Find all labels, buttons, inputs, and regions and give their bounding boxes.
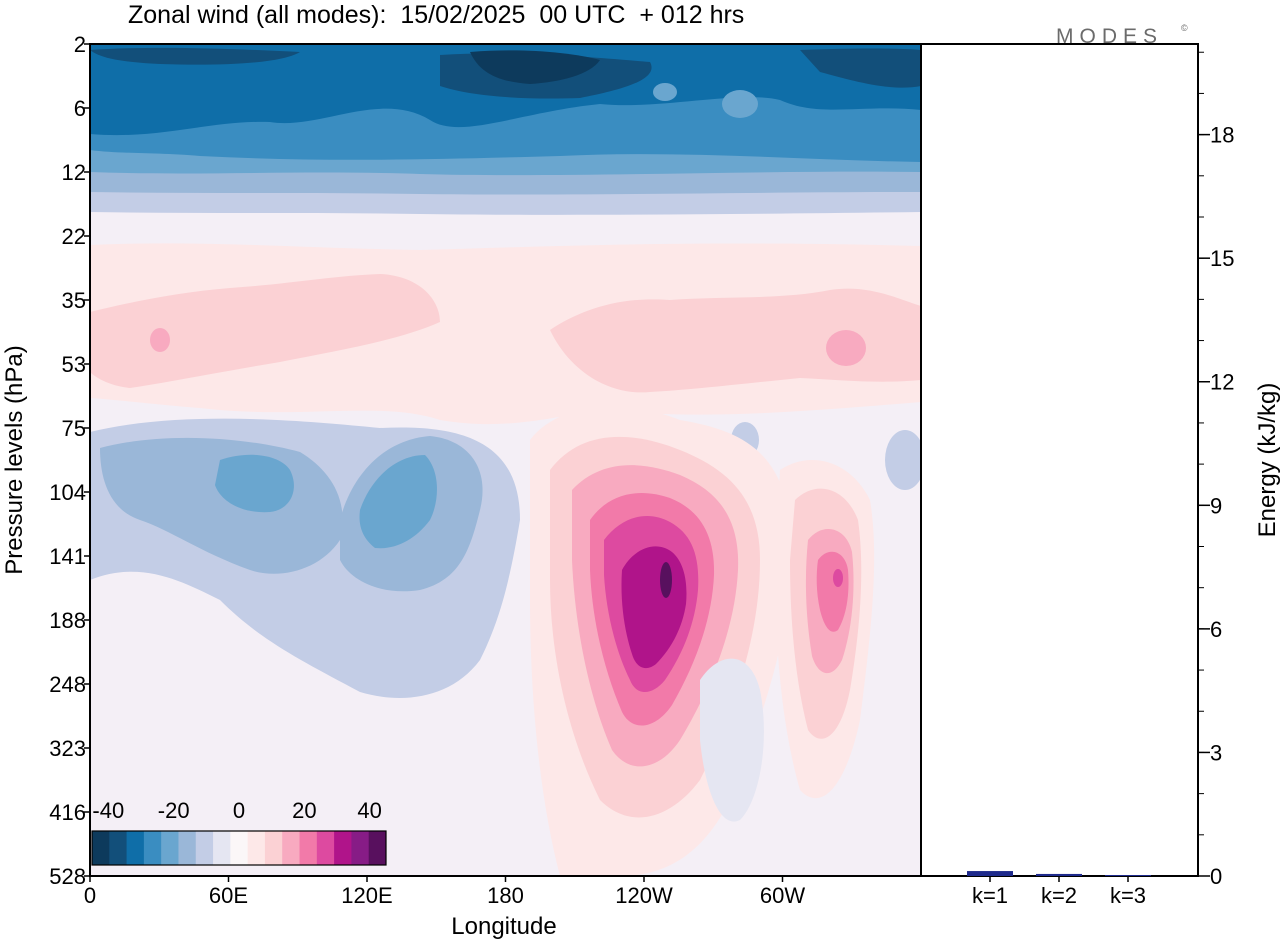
- easterly-patch-1: [722, 90, 758, 118]
- colorbar-swatch: [230, 831, 249, 865]
- colorbar: -40 -20 0 20 40: [91, 798, 387, 866]
- y-axis-label: Pressure levels (hPa): [1, 345, 28, 574]
- energy-bar: [1036, 873, 1082, 876]
- colorbar-swatch: [351, 831, 370, 865]
- jet-contour-7: [660, 562, 672, 598]
- east-contour-5: [833, 569, 843, 587]
- x-axis-label: Longitude: [451, 913, 556, 940]
- energy-tick-label: 18: [1210, 123, 1234, 148]
- colorbar-tick-label: 40: [357, 798, 381, 823]
- pressure-tick-label: 2: [74, 32, 86, 57]
- energy-bars: [967, 871, 1151, 876]
- energy-tick-label: 15: [1210, 246, 1234, 271]
- trop-easterly-2-core: [359, 455, 437, 549]
- westerly-patch-1: [826, 330, 866, 366]
- longitude-tick-label: 0: [84, 883, 96, 908]
- colorbar-swatch: [264, 831, 283, 865]
- energy-bar: [1105, 875, 1151, 876]
- energy-panel-frame: [920, 43, 1199, 877]
- colorbar-swatches: [92, 831, 387, 865]
- energy-bar: [967, 871, 1013, 876]
- colorbar-swatch: [213, 831, 231, 865]
- energy-category-label: k=2: [1041, 883, 1077, 908]
- pressure-tick-label: 188: [49, 608, 86, 633]
- colorbar-swatch: [92, 831, 110, 865]
- pressure-tick-label: 75: [62, 416, 86, 441]
- energy-tick-label: 9: [1210, 493, 1222, 518]
- longitude-tick-label: 180: [487, 883, 524, 908]
- modes-logo: MODES: [1056, 25, 1163, 48]
- pressure-tick-label: 6: [74, 96, 86, 121]
- chart-title: Zonal wind (all modes): 15/02/2025 00 UT…: [128, 1, 744, 29]
- longitude-tick-label: 120E: [341, 883, 392, 908]
- colorbar-tick-label: -20: [158, 798, 190, 823]
- pressure-tick-label: 141: [49, 544, 86, 569]
- westerly-patch-2: [150, 328, 170, 352]
- colorbar-swatch: [299, 831, 318, 865]
- colorbar-tick-label: 0: [233, 798, 245, 823]
- easterly-core-4: [800, 48, 921, 88]
- energy-axis-label: Energy (kJ/kg): [1254, 383, 1280, 538]
- longitude-tick-label: 120W: [615, 883, 673, 908]
- energy-tick-label: 6: [1210, 617, 1222, 642]
- energy-tick-label: 3: [1210, 740, 1222, 765]
- pressure-tick-label: 248: [49, 672, 86, 697]
- colorbar-frame: [91, 830, 387, 866]
- energy-category-label: k=3: [1110, 883, 1146, 908]
- pressure-tick-label: 416: [49, 800, 86, 825]
- longitude-tick-label: 60E: [209, 883, 248, 908]
- zonal-wind-heatmap: [90, 44, 921, 876]
- colorbar-swatch: [316, 831, 335, 865]
- colorbar-swatch: [195, 831, 214, 865]
- pressure-tick-label: 22: [62, 224, 86, 249]
- energy-category-label: k=1: [972, 883, 1008, 908]
- easterly-core-2: [470, 50, 600, 84]
- colorbar-swatch: [334, 831, 352, 865]
- energy-tick-label: 12: [1210, 370, 1234, 395]
- colorbar-tick-label: 20: [292, 798, 316, 823]
- easterly-patch-2: [653, 83, 677, 101]
- pressure-tick-label: 12: [62, 160, 86, 185]
- pressure-tick-label: 35: [62, 288, 86, 313]
- colorbar-swatch: [178, 831, 197, 865]
- easterly-core-3: [90, 47, 300, 65]
- trop-easterly-1-core: [215, 454, 294, 513]
- energy-categories: k=1 k=2 k=3: [972, 876, 1146, 908]
- colorbar-tick-label: -40: [92, 798, 124, 823]
- trop-easterly-east: [885, 430, 921, 490]
- lower-easterly-tongue: [700, 658, 764, 822]
- pressure-tick-label: 104: [49, 480, 86, 505]
- field-layers: [90, 44, 921, 876]
- pressure-tick-label: 53: [62, 352, 86, 377]
- colorbar-labels: -40 -20 0 20 40: [92, 798, 381, 823]
- westerly-band-east: [550, 288, 921, 393]
- colorbar-swatch: [143, 831, 162, 865]
- pressure-axis: 2 6 12 22 35 53 75 104 141 188 248 323 416 528: [49, 32, 90, 889]
- energy-tick-label: 0: [1210, 864, 1222, 889]
- energy-axis: 0 3 6 9 12 15 18: [1198, 51, 1234, 889]
- colorbar-swatch: [161, 831, 179, 865]
- colorbar-swatch: [126, 831, 145, 865]
- colorbar-swatch: [247, 831, 266, 865]
- longitude-axis: 0 60E 120E 180 120W 60W: [84, 876, 805, 908]
- longitude-tick-label: 60W: [760, 883, 805, 908]
- colorbar-swatch: [282, 831, 301, 865]
- colorbar-swatch: [368, 831, 387, 865]
- pressure-tick-label: 528: [49, 864, 86, 889]
- westerly-band: [90, 274, 440, 388]
- colorbar-swatch: [109, 831, 128, 865]
- westerly-core-east: [775, 460, 875, 799]
- pressure-tick-label: 323: [49, 736, 86, 761]
- copyright-mark: ©: [1181, 23, 1188, 33]
